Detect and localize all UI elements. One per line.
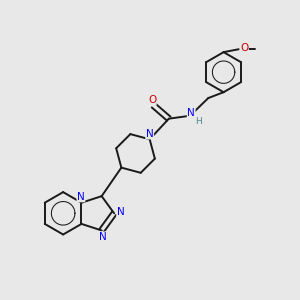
Text: O: O: [240, 43, 248, 53]
Text: N: N: [77, 192, 85, 202]
Text: N: N: [99, 232, 107, 242]
Text: O: O: [148, 95, 156, 105]
Text: N: N: [146, 129, 154, 139]
Text: N: N: [187, 108, 195, 118]
Text: H: H: [196, 116, 202, 125]
Text: N: N: [117, 207, 124, 217]
